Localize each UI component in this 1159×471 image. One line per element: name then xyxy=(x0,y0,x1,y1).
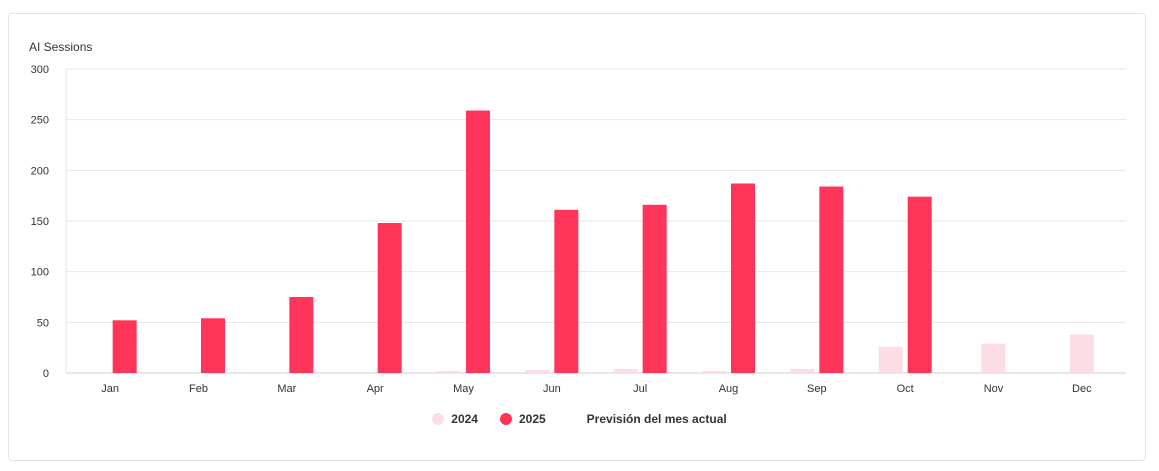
bar-2025-may[interactable] xyxy=(466,110,490,374)
legend-label-2025: 2025 xyxy=(518,412,546,426)
x-tick-label: Mar xyxy=(277,383,296,395)
legend-label-forecast: Previsión del mes actual xyxy=(586,412,727,426)
bar-2024-jun[interactable] xyxy=(525,369,550,373)
y-tick-label: 250 xyxy=(31,115,49,127)
bar-2025-mar[interactable] xyxy=(289,297,314,373)
x-tick-label: Feb xyxy=(189,383,208,395)
legend-label-2024: 2024 xyxy=(451,412,478,426)
x-axis-ticks: Jan Feb Mar Apr May Jun Jul Aug Sep Oct Nov Dec xyxy=(101,383,1092,395)
bar-2025-oct[interactable] xyxy=(907,196,932,373)
x-tick-label: Oct xyxy=(897,383,914,395)
bar-2024-sep[interactable] xyxy=(790,368,815,373)
legend-item-2025[interactable]: 2025 xyxy=(499,412,546,426)
legend-swatch-2024 xyxy=(432,413,445,425)
x-tick-label: Jun xyxy=(543,383,561,395)
x-tick-label: Nov xyxy=(984,383,1004,395)
legend: 2024 2025 Previsión del mes actual xyxy=(0,412,1159,426)
y-axis-title: AI Sessions xyxy=(29,40,93,54)
x-tick-label: Aug xyxy=(719,383,739,395)
x-tick-label: Jul xyxy=(633,383,647,395)
legend-item-forecast[interactable]: Previsión del mes actual xyxy=(587,412,727,426)
grid-lines xyxy=(65,68,1126,374)
bar-2025-jan[interactable] xyxy=(112,320,137,373)
y-axis-ticks: 0 50 100 150 200 250 300 xyxy=(31,64,49,380)
legend-item-2024[interactable]: 2024 xyxy=(432,412,478,426)
bar-2024-may[interactable] xyxy=(437,370,461,373)
x-tick-label: May xyxy=(453,383,474,395)
bar-2025-feb[interactable] xyxy=(201,318,225,373)
bar-2025-jun[interactable] xyxy=(554,209,579,373)
bar-2024-oct[interactable] xyxy=(878,346,903,373)
x-tick-label: Dec xyxy=(1072,383,1092,395)
y-tick-label: 300 xyxy=(31,64,49,76)
bar-2025-aug[interactable] xyxy=(731,183,755,373)
y-tick-label: 100 xyxy=(31,267,49,279)
bars xyxy=(112,110,1094,374)
bar-2025-apr[interactable] xyxy=(377,223,402,373)
y-tick-label: 200 xyxy=(31,165,49,177)
bar-2025-sep[interactable] xyxy=(819,186,844,373)
y-tick-label: 150 xyxy=(31,216,49,228)
bar-2024-dec[interactable] xyxy=(1069,334,1094,373)
x-tick-label: Sep xyxy=(807,383,827,395)
y-tick-label: 50 xyxy=(37,317,49,329)
legend-swatch-2025 xyxy=(499,413,512,425)
bar-2024-jul[interactable] xyxy=(613,368,638,373)
x-tick-label: Jan xyxy=(101,383,119,395)
bar-2024-aug[interactable] xyxy=(702,370,726,373)
x-tick-label: Apr xyxy=(367,383,384,395)
y-tick-label: 0 xyxy=(43,368,49,380)
bar-2024-nov[interactable] xyxy=(981,343,1006,373)
bar-2025-jul[interactable] xyxy=(642,204,667,373)
